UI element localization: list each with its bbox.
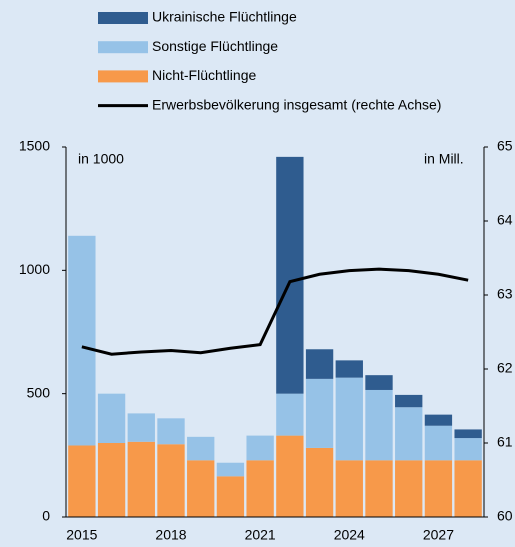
bar	[276, 435, 304, 517]
line	[81, 267, 469, 356]
legend-swatch	[98, 12, 148, 24]
bar	[68, 445, 96, 517]
y2-tick-label: 61	[497, 434, 513, 450]
bar	[365, 460, 393, 517]
bar	[216, 476, 245, 517]
bar	[276, 156, 304, 394]
x-tick-label: 2027	[423, 527, 454, 543]
y2-tick-label: 65	[497, 138, 513, 154]
bar	[127, 441, 155, 517]
bar	[395, 460, 423, 517]
bar	[424, 460, 453, 517]
legend-label: Nicht-Flüchtlinge	[152, 67, 256, 83]
y2-tick-label: 63	[497, 286, 513, 302]
bar	[246, 460, 274, 517]
bar	[97, 443, 126, 517]
bar	[305, 447, 334, 517]
y-tick-label: 0	[42, 508, 50, 524]
bar	[157, 444, 185, 517]
bar	[157, 418, 185, 445]
bar	[395, 407, 423, 461]
bar	[127, 413, 155, 442]
y-tick-label: 1500	[19, 138, 50, 154]
y-tick-label: 500	[27, 384, 51, 400]
x-tick-label: 2018	[155, 527, 186, 543]
bar	[365, 375, 393, 390]
bar	[454, 429, 482, 439]
bar	[187, 460, 215, 517]
bar	[395, 394, 423, 408]
bar	[454, 460, 482, 517]
x-tick-label: 2024	[334, 527, 365, 543]
legend-label: Erwerbsbevölkerung insgesamt (rechte Ach…	[152, 96, 441, 112]
legend-swatch	[98, 70, 148, 83]
bar	[424, 414, 453, 426]
y-tick-label: 1000	[19, 261, 50, 277]
bar	[365, 389, 393, 461]
x-tick-label: 2015	[66, 527, 97, 543]
bar	[424, 425, 453, 461]
bar	[276, 393, 304, 436]
legend-label: Sonstige Flüchtlinge	[152, 38, 278, 54]
bar	[68, 235, 96, 446]
bar	[305, 378, 334, 448]
bar	[216, 462, 245, 477]
bar	[97, 393, 126, 443]
bar	[335, 360, 363, 378]
bar	[335, 460, 363, 517]
y2-tick-label: 64	[497, 212, 513, 228]
bar	[335, 377, 363, 461]
bar	[246, 435, 274, 461]
legend-swatch	[98, 41, 148, 54]
bar	[305, 349, 334, 379]
legend-label: Ukrainische Flüchtlinge	[152, 9, 297, 25]
left-unit: in 1000	[78, 151, 124, 167]
bar	[187, 436, 215, 461]
bar	[454, 438, 482, 461]
y2-tick-label: 60	[497, 508, 513, 524]
y2-tick-label: 62	[497, 360, 513, 376]
right-unit: in Mill.	[424, 151, 464, 167]
x-tick-label: 2021	[245, 527, 276, 543]
